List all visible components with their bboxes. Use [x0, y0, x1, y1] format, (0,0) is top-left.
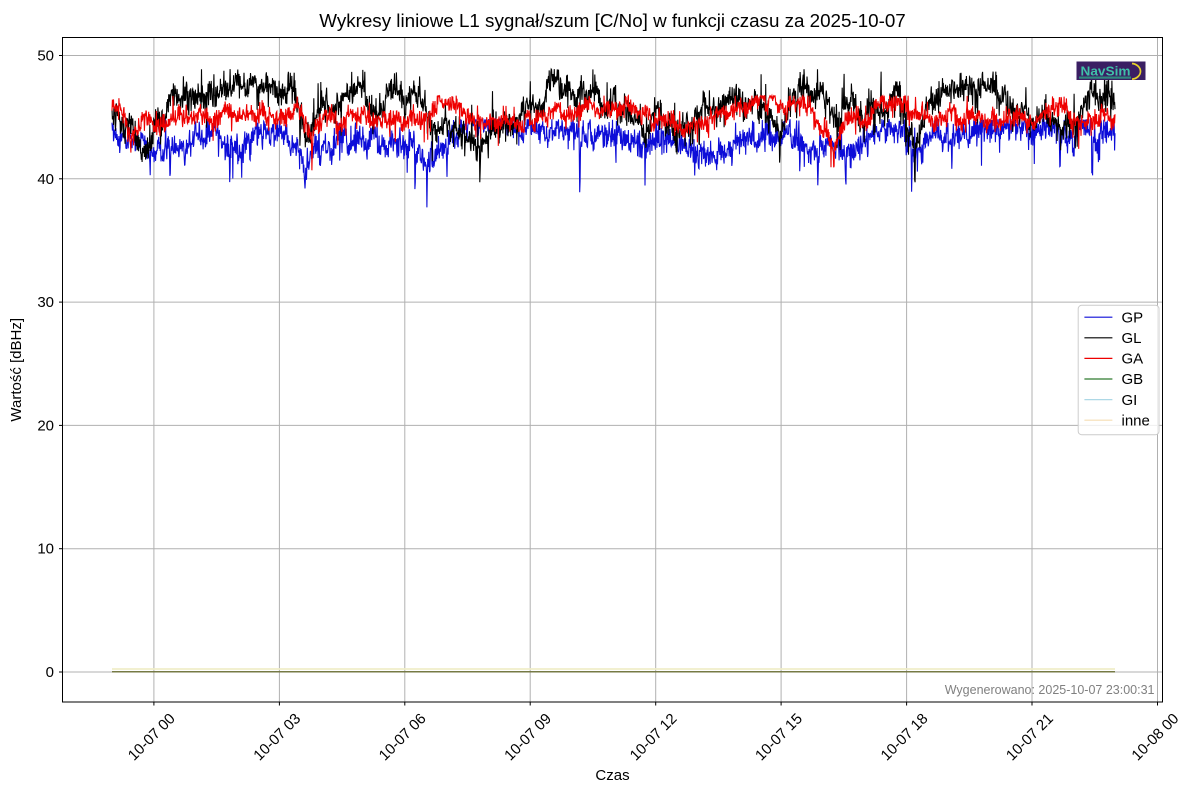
svg-text:20: 20 [37, 417, 54, 434]
svg-text:GB: GB [1122, 371, 1144, 388]
svg-text:Wartość [dBHz]: Wartość [dBHz] [8, 318, 25, 422]
svg-text:GL: GL [1122, 330, 1142, 347]
svg-text:Czas: Czas [595, 767, 629, 784]
svg-text:40: 40 [37, 171, 54, 188]
svg-text:GA: GA [1122, 351, 1144, 368]
svg-text:0: 0 [46, 664, 54, 681]
svg-text:inne: inne [1122, 412, 1150, 429]
svg-text:Wygenerowano: 2025-10-07 23:00: Wygenerowano: 2025-10-07 23:00:31 [945, 683, 1155, 697]
svg-text:GI: GI [1122, 392, 1138, 409]
svg-text:50: 50 [37, 48, 54, 65]
svg-text:NavSim: NavSim [1081, 64, 1131, 79]
svg-text:GP: GP [1122, 309, 1144, 326]
svg-text:30: 30 [37, 294, 54, 311]
svg-text:10: 10 [37, 541, 54, 558]
svg-text:Wykresy liniowe L1 sygnał/szum: Wykresy liniowe L1 sygnał/szum [C/No] w … [319, 10, 905, 31]
